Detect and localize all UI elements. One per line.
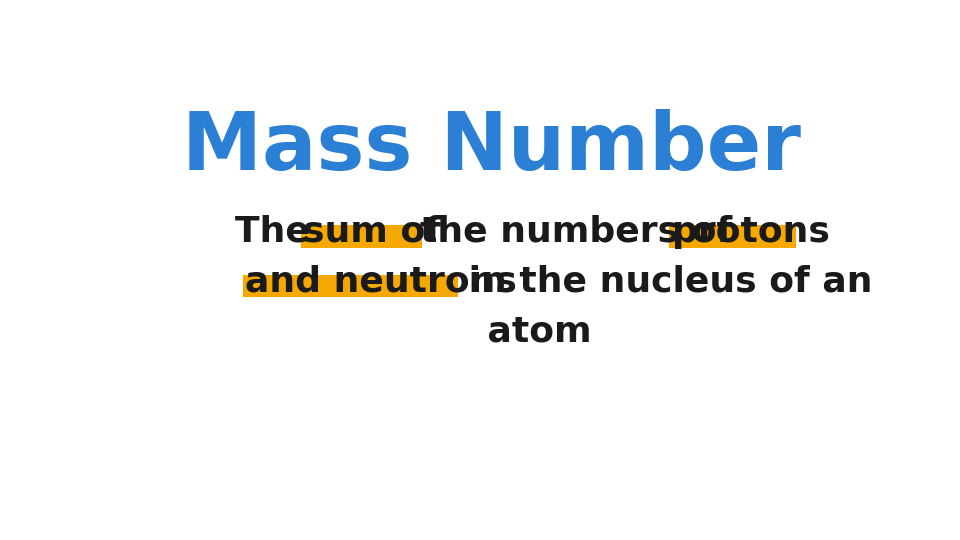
Text: the numbers of: the numbers of (420, 214, 745, 248)
Text: The: The (235, 214, 323, 248)
Text: Mass Number: Mass Number (182, 109, 802, 187)
Text: in the nucleus of an: in the nucleus of an (456, 265, 873, 299)
Text: and neutrons: and neutrons (245, 265, 517, 299)
Text: protons: protons (672, 214, 829, 248)
Text: atom: atom (235, 314, 592, 348)
FancyBboxPatch shape (669, 226, 797, 247)
FancyBboxPatch shape (300, 226, 422, 247)
FancyBboxPatch shape (243, 275, 458, 298)
Text: sum of: sum of (303, 214, 454, 248)
